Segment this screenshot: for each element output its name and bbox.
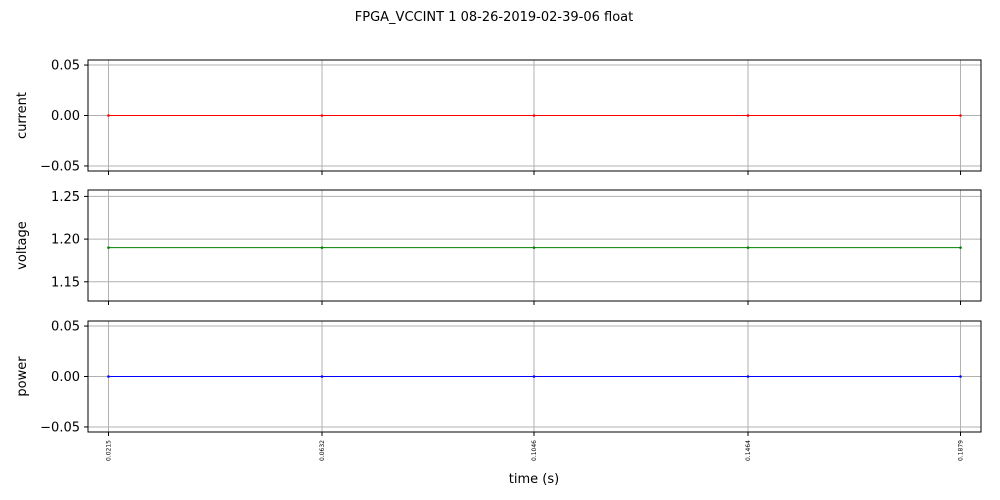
- x-tick-label: 0.0632: [319, 440, 326, 461]
- data-point-current: [959, 114, 962, 117]
- y-tick-label: 0.05: [51, 320, 80, 335]
- data-point-current: [746, 114, 750, 117]
- subplot-power: −0.05 0.00 0.05 power: [15, 320, 982, 436]
- x-tick-label: 0.1464: [745, 440, 752, 461]
- y-tick-label: 1.20: [51, 233, 80, 248]
- y-axis-label-voltage: voltage: [15, 221, 30, 270]
- axes-frame: [87, 189, 982, 302]
- y-tick-label: 0.00: [51, 370, 80, 385]
- data-point-voltage: [320, 246, 324, 249]
- data-point-current: [532, 114, 536, 117]
- data-point-current: [107, 114, 110, 117]
- data-point-voltage: [959, 246, 962, 249]
- y-tick-label: −0.05: [40, 420, 80, 435]
- data-point-power: [746, 375, 750, 378]
- x-tick-label: 0.1046: [531, 440, 538, 461]
- y-axis-label-current: current: [15, 92, 30, 139]
- axes-frame: [87, 59, 982, 172]
- x-tick-label: 0.0215: [105, 440, 112, 461]
- y-tick-label: 1.25: [51, 190, 80, 205]
- subplot-voltage: 1.15 1.20 1.25 voltage: [15, 189, 982, 305]
- data-point-power: [320, 375, 324, 378]
- x-tick-label: 0.1879: [958, 440, 965, 461]
- y-tick-label: −0.05: [40, 159, 80, 174]
- data-point-voltage: [746, 246, 750, 249]
- axes-frame: [87, 320, 982, 433]
- data-point-power: [532, 375, 536, 378]
- chart-title: FPGA_VCCINT 1 08-26-2019-02-39-06 float: [355, 10, 633, 25]
- data-point-power: [959, 375, 962, 378]
- data-point-voltage: [107, 246, 110, 249]
- y-axis-label-power: power: [15, 356, 30, 397]
- x-axis-label: time (s): [509, 472, 559, 487]
- data-point-voltage: [532, 246, 536, 249]
- y-tick-label: 1.15: [51, 275, 80, 290]
- data-point-power: [107, 375, 110, 378]
- data-point-current: [320, 114, 324, 117]
- subplot-current: −0.05 0.00 0.05 current: [15, 59, 982, 175]
- y-tick-label: 0.00: [51, 109, 80, 124]
- y-tick-label: 0.05: [51, 59, 80, 74]
